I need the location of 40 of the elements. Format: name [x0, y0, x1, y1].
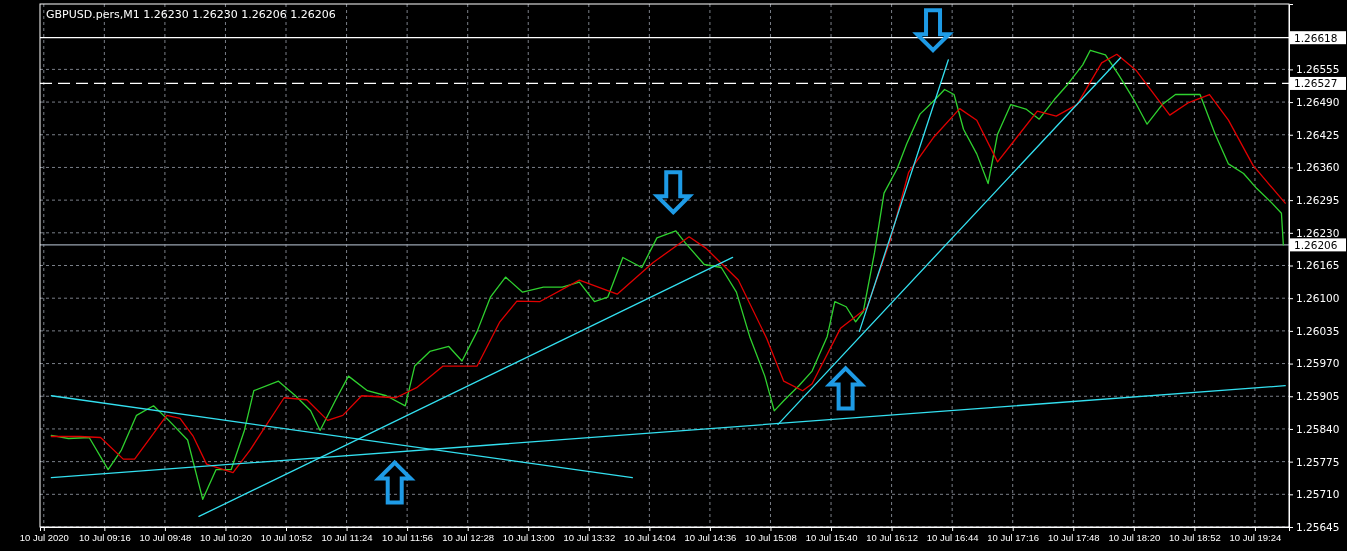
x-tick-label: 10 Jul 09:48: [139, 531, 192, 543]
y-tick-label: 1.25710: [1296, 488, 1340, 501]
y-tick-label: 1.26035: [1296, 324, 1340, 337]
y-tick-label: 1.26555: [1296, 63, 1340, 76]
x-tick-label: 10 Jul 13:00: [502, 531, 555, 543]
x-tick-label: 10 Jul 11:24: [321, 531, 373, 543]
y-tick-label: 1.26100: [1296, 292, 1340, 305]
y-tick-label: 1.26360: [1296, 161, 1340, 174]
ref-line-label: 1.26527: [1294, 77, 1338, 90]
x-tick-label: 10 Jul 10:20: [200, 531, 252, 543]
ref-line-label: 1.26618: [1294, 31, 1338, 44]
x-tick-label: 10 Jul 13:32: [563, 531, 616, 543]
y-tick-label: 1.26165: [1296, 259, 1340, 272]
x-tick-label: 10 Jul 15:08: [745, 531, 797, 543]
x-tick-label: 10 Jul 12:28: [442, 531, 495, 543]
y-tick-label: 1.26425: [1296, 128, 1340, 141]
x-tick-label: 10 Jul 14:36: [684, 531, 737, 543]
y-tick-label: 1.26490: [1296, 95, 1340, 108]
ref-line-label: 1.26206: [1294, 238, 1338, 251]
x-tick-label: 10 Jul 14:04: [623, 531, 676, 543]
chart-title: GBPUSD.pers,M1 1.26230 1.26230 1.26206 1.26206: [46, 8, 336, 21]
x-tick-label: 10 Jul 16:44: [926, 531, 979, 543]
x-tick-label: 10 Jul 10:52: [260, 531, 313, 543]
y-tick-label: 1.25775: [1296, 455, 1340, 468]
x-tick-label: 10 Jul 17:48: [1047, 531, 1100, 543]
x-tick-label: 10 Jul 19:24: [1229, 531, 1282, 543]
x-tick-label: 10 Jul 11:56: [382, 531, 434, 543]
y-tick-label: 1.25840: [1296, 422, 1340, 435]
x-tick-label: 10 Jul 16:12: [866, 531, 918, 543]
y-tick-label: 1.26230: [1296, 226, 1340, 239]
y-tick-label: 1.25970: [1296, 357, 1340, 370]
y-tick-label: 1.25905: [1296, 390, 1340, 403]
x-tick-label: 10 Jul 17:16: [987, 531, 1040, 543]
x-tick-label: 10 Jul 18:20: [1108, 531, 1161, 543]
x-tick-label: 10 Jul 18:52: [1169, 531, 1221, 543]
x-tick-label: 10 Jul 15:40: [805, 531, 858, 543]
x-tick-label: 10 Jul 2020: [19, 531, 69, 543]
y-tick-label: 1.25645: [1296, 520, 1340, 533]
x-tick-label: 10 Jul 09:16: [78, 531, 131, 543]
y-tick-label: 1.26295: [1296, 193, 1340, 206]
